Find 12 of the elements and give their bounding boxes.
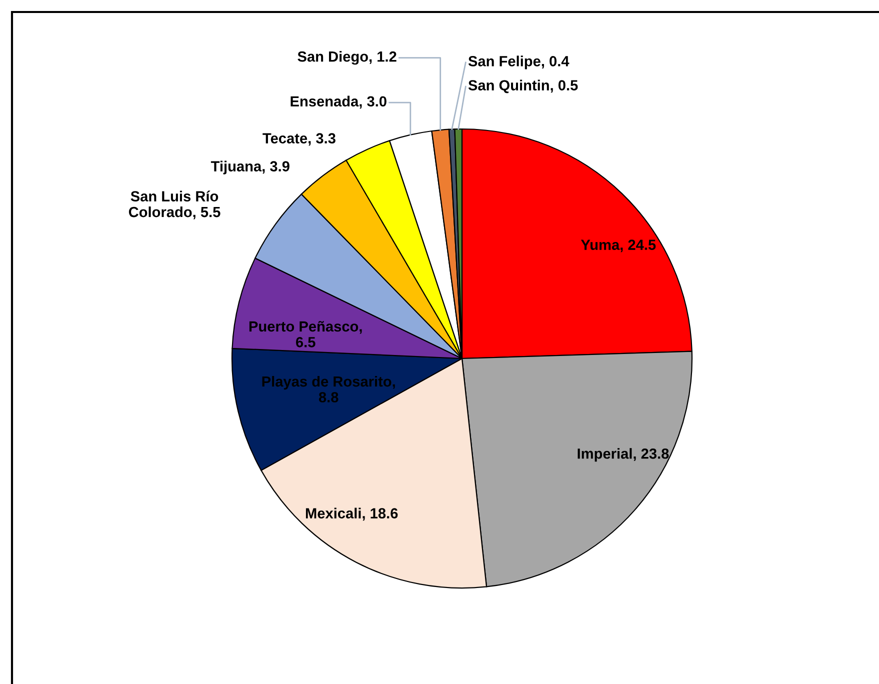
slice-label: Mexicali, 18.6 <box>306 508 398 521</box>
slice-label: San Luis Río Colorado, 5.5 <box>128 190 220 220</box>
slice-label: San Diego, 1.2 <box>298 51 396 65</box>
slice-label: Puerto Peñasco, 6.5 <box>249 320 362 348</box>
slice-label: Tecate, 3.3 <box>262 133 336 146</box>
slice-label: Imperial, 23.8 <box>578 448 669 462</box>
slice-label: Ensenada, 3.0 <box>290 96 386 109</box>
slice-label: Yuma, 24.5 <box>580 240 656 252</box>
slice-label: Playas de Rosarito, 8.8 <box>262 376 395 402</box>
slice-label: San Quintin, 0.5 <box>468 80 578 94</box>
slice-label: San Felipe, 0.4 <box>468 56 570 70</box>
slice-label: Tijuana, 3.9 <box>210 160 290 174</box>
